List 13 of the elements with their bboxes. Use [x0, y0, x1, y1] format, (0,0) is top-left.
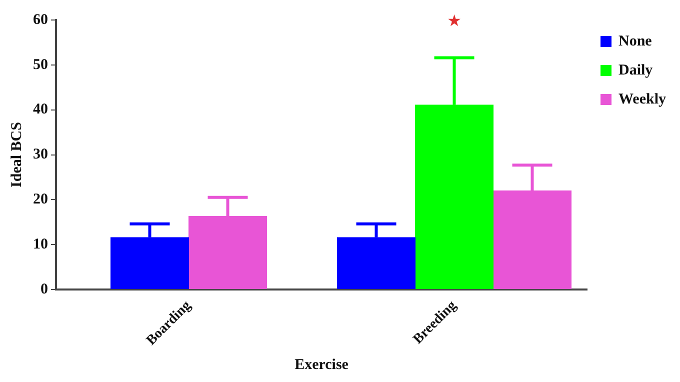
annotation: ★ — [447, 11, 462, 30]
y-tick-label: 60 — [33, 12, 48, 28]
y-tick-label: 30 — [33, 146, 48, 163]
y-tick-label: 10 — [33, 236, 48, 252]
y-tick-label: 40 — [33, 102, 48, 118]
legend-label: Weekly — [618, 91, 666, 108]
legend-label: Daily — [618, 62, 654, 78]
y-axis-title: Ideal BCS — [8, 122, 25, 188]
y-tick-label: 20 — [33, 192, 48, 208]
legend-label: None — [618, 33, 652, 50]
y-tick-label: 50 — [33, 56, 48, 73]
y-tick-label: 0 — [40, 281, 48, 298]
x-axis-title: Exercise — [294, 356, 349, 373]
